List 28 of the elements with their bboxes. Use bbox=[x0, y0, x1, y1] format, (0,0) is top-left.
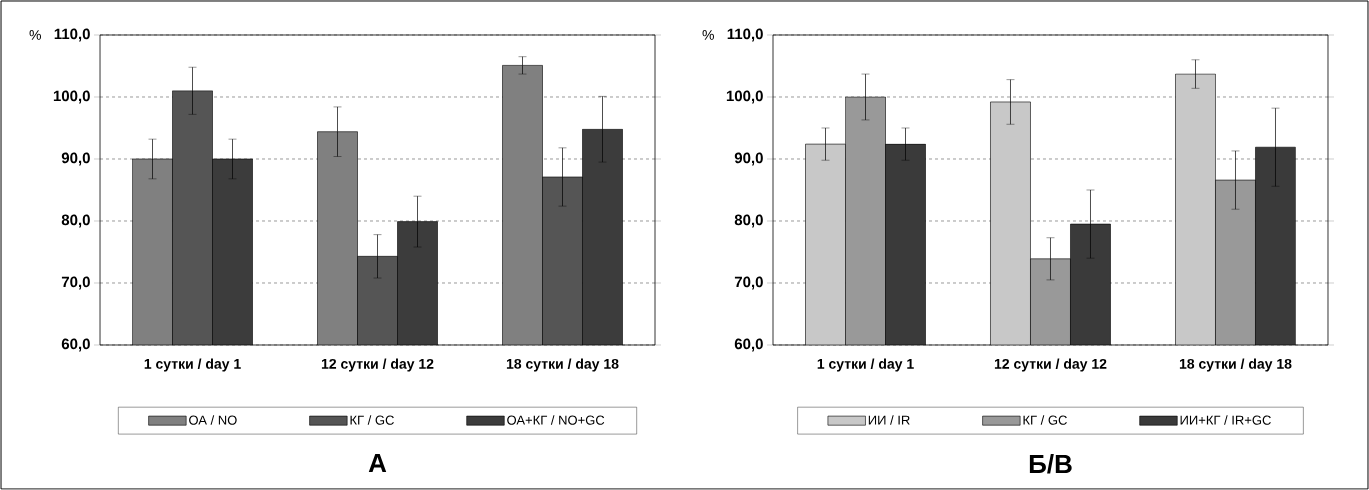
y-tick-label: 100,0 bbox=[53, 90, 90, 104]
y-tick-label: 80,0 bbox=[734, 214, 763, 228]
y-tick-label: 110,0 bbox=[727, 28, 763, 42]
x-tick-label: 12 сутки / day 12 bbox=[994, 358, 1107, 372]
legend-label: КГ / GC bbox=[350, 415, 394, 425]
y-tick-label: 100,0 bbox=[726, 90, 763, 104]
x-tick-label: 1 сутки / day 1 bbox=[817, 358, 914, 372]
x-tick-label: 1 сутки / day 1 bbox=[144, 358, 241, 372]
y-tick-label: 60,0 bbox=[734, 338, 763, 352]
y-tick-label: 70,0 bbox=[734, 276, 763, 290]
legend-label: КГ / GC bbox=[1023, 415, 1067, 425]
legend-label: ОА+КГ / NO+GC bbox=[507, 415, 605, 425]
legend-label: ИИ / IR bbox=[868, 415, 910, 425]
y-tick-label: 90,0 bbox=[61, 152, 90, 166]
y-tick-label: 90,0 bbox=[734, 152, 763, 166]
text: Б/В bbox=[1029, 454, 1072, 474]
text: А bbox=[368, 454, 387, 473]
x-tick-label: 18 сутки / day 18 bbox=[506, 358, 619, 372]
y-tick-label: 60,0 bbox=[61, 338, 90, 352]
legend-label: ОА / NO bbox=[189, 415, 237, 425]
y-tick-label: 80,0 bbox=[61, 214, 90, 228]
y-axis-title: % bbox=[29, 30, 41, 40]
x-tick-label: 12 сутки / day 12 bbox=[321, 358, 434, 372]
y-tick-label: 70,0 bbox=[61, 276, 90, 290]
y-axis-title: % bbox=[702, 30, 714, 40]
x-tick-label: 18 сутки / day 18 bbox=[1179, 358, 1292, 372]
y-tick-label: 110,0 bbox=[54, 28, 90, 42]
legend-label: ИИ+КГ / IR+GC bbox=[1180, 415, 1271, 425]
